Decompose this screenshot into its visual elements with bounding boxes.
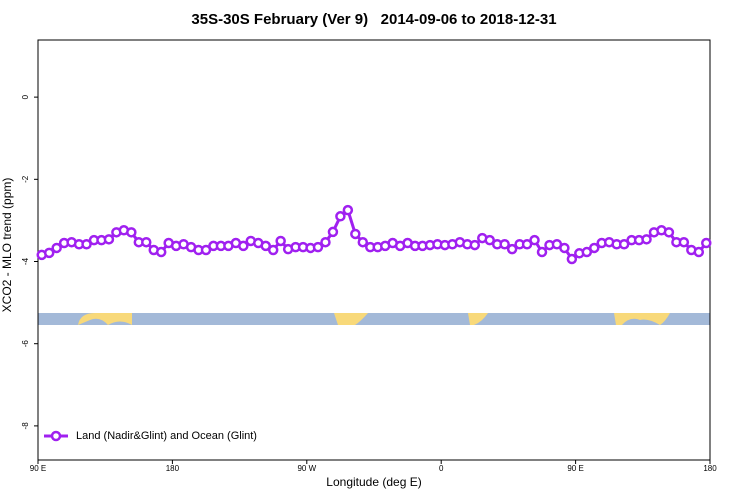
legend-marker (50, 430, 62, 442)
y-tick-label: -2 (21, 175, 30, 183)
data-point (327, 226, 339, 238)
data-point (126, 227, 137, 238)
data-point (141, 236, 152, 248)
y-tick-label: -8 (21, 422, 30, 430)
data-point (51, 242, 62, 254)
data-point (320, 236, 331, 248)
y-axis-label: XCO2 - MLO trend (ppm) (0, 178, 14, 313)
data-point (536, 246, 548, 258)
y-tick-label: -4 (21, 257, 30, 265)
data-point (342, 204, 354, 216)
data-point (350, 228, 361, 240)
land-ocean-strip (38, 313, 710, 325)
data-point (103, 234, 115, 245)
data-point (260, 240, 271, 252)
x-tick-label: 90 W (297, 464, 316, 473)
data-point (693, 246, 705, 258)
data-point (566, 253, 578, 265)
data-point (267, 244, 279, 256)
chart-title: 35S-30S February (Ver 9) 2014-09-06 to 2… (191, 11, 556, 28)
data-point (506, 243, 518, 255)
data-point (678, 236, 690, 248)
y-tick-label: 0 (21, 94, 30, 99)
data-point (275, 235, 286, 247)
y-tick-label: -6 (21, 340, 30, 348)
x-tick-label: 0 (439, 464, 444, 473)
series-line (41, 207, 708, 262)
data-point (357, 236, 369, 248)
x-tick-label: 180 (166, 464, 180, 473)
data-point (200, 244, 212, 256)
data-point (499, 238, 510, 250)
data-point (81, 238, 92, 250)
data-point (581, 246, 593, 258)
data-point (155, 246, 167, 258)
data-point (521, 238, 533, 250)
data-point (335, 211, 346, 222)
data-point (484, 234, 495, 246)
data-point (529, 234, 540, 246)
x-tick-label: 90 E (567, 464, 583, 473)
x-tick-label: 90 E (30, 464, 46, 473)
data-point (663, 227, 675, 238)
x-axis-label: Longitude (deg E) (326, 475, 421, 489)
data-point (238, 240, 249, 252)
data-point (701, 237, 712, 249)
data-point (559, 242, 570, 254)
data-point (641, 234, 652, 245)
plot-frame (37, 39, 711, 461)
legend-label: Land (Nadir&Glint) and Ocean (Glint) (76, 430, 257, 442)
data-point (43, 247, 55, 259)
data-point (589, 242, 600, 254)
data-point (618, 238, 630, 250)
x-tick-label: 180 (703, 464, 717, 473)
data-point (312, 241, 324, 253)
data-point (469, 239, 481, 251)
